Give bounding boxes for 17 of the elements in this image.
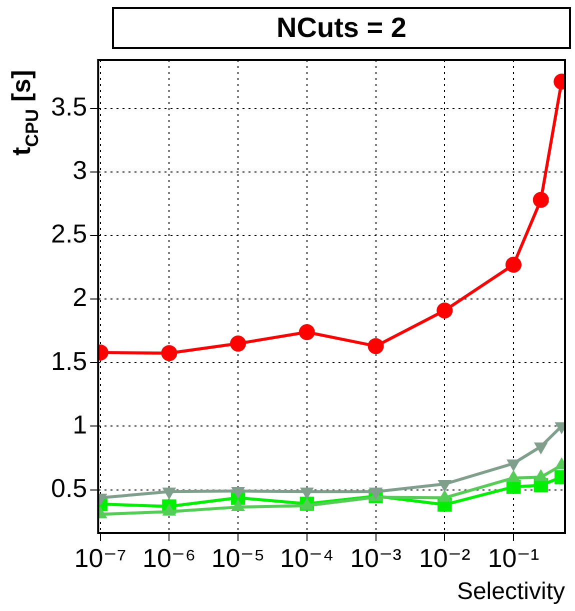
y-tick-label: 2.5 <box>50 218 88 249</box>
chart-title: NCuts = 2 <box>112 7 571 49</box>
x-axis-title: Selectivity <box>456 578 565 606</box>
y-tick-label: 0.5 <box>50 472 88 503</box>
x-tick-label: 10⁻⁷ <box>74 542 126 573</box>
y-axis-title: tCPU [s] <box>6 70 42 156</box>
x-tick-label: 10⁻¹ <box>488 542 540 573</box>
y-tick-label: 1 <box>72 409 88 440</box>
x-tick-label: 10⁻⁴ <box>280 542 334 573</box>
x-tick-label: 10⁻³ <box>350 542 402 573</box>
x-tick-label: 10⁻⁵ <box>211 542 265 573</box>
y-tick-label: 2 <box>72 282 88 312</box>
x-tick-label: 10⁻² <box>418 542 471 573</box>
y-tick-label: 3.5 <box>50 91 88 122</box>
y-tick-label: 3 <box>72 155 88 186</box>
x-tick-label: 10⁻⁶ <box>142 542 196 573</box>
y-tick-label: 1.5 <box>50 346 88 376</box>
